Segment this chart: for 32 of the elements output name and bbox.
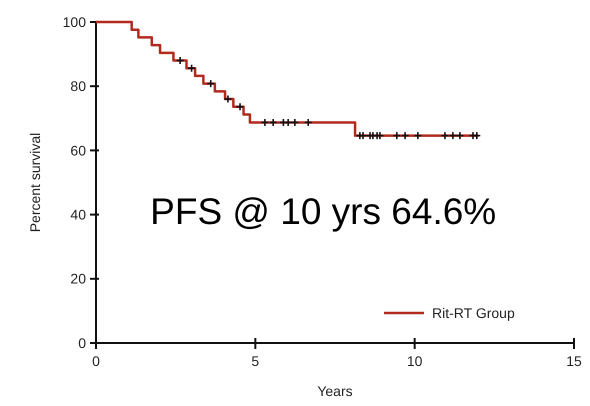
y-tick-label: 60 [70,142,86,158]
point [188,64,196,72]
point [393,132,400,140]
y-tick-label: 100 [62,14,86,30]
annotation: PFS @ 10 yrs 64.6% [150,191,496,232]
point [291,118,298,126]
x-tick-label: 5 [251,353,260,369]
point [284,118,292,126]
point [176,57,184,64]
point [360,132,367,140]
x-tick-label: 10 [406,353,423,369]
point [207,80,214,88]
y-axis-title: Percent survival [27,132,43,232]
point [449,132,456,140]
y-tick-label: 20 [70,270,86,287]
point [414,132,422,140]
x-tick-label: 15 [566,353,582,369]
x-tick-label: 0 [92,353,100,369]
point [441,132,448,140]
point [261,118,268,126]
point [236,103,244,110]
legend-label: Rit-RT Group [432,304,515,321]
x-axis-title: Years [317,383,353,399]
point [304,118,312,126]
point [224,96,232,103]
point [270,118,277,126]
point [456,132,464,140]
y-tick-label: 0 [78,334,86,351]
point [473,132,480,140]
y-tick-label: 40 [70,206,86,222]
point [402,132,409,140]
y-tick-label: 80 [70,78,86,94]
